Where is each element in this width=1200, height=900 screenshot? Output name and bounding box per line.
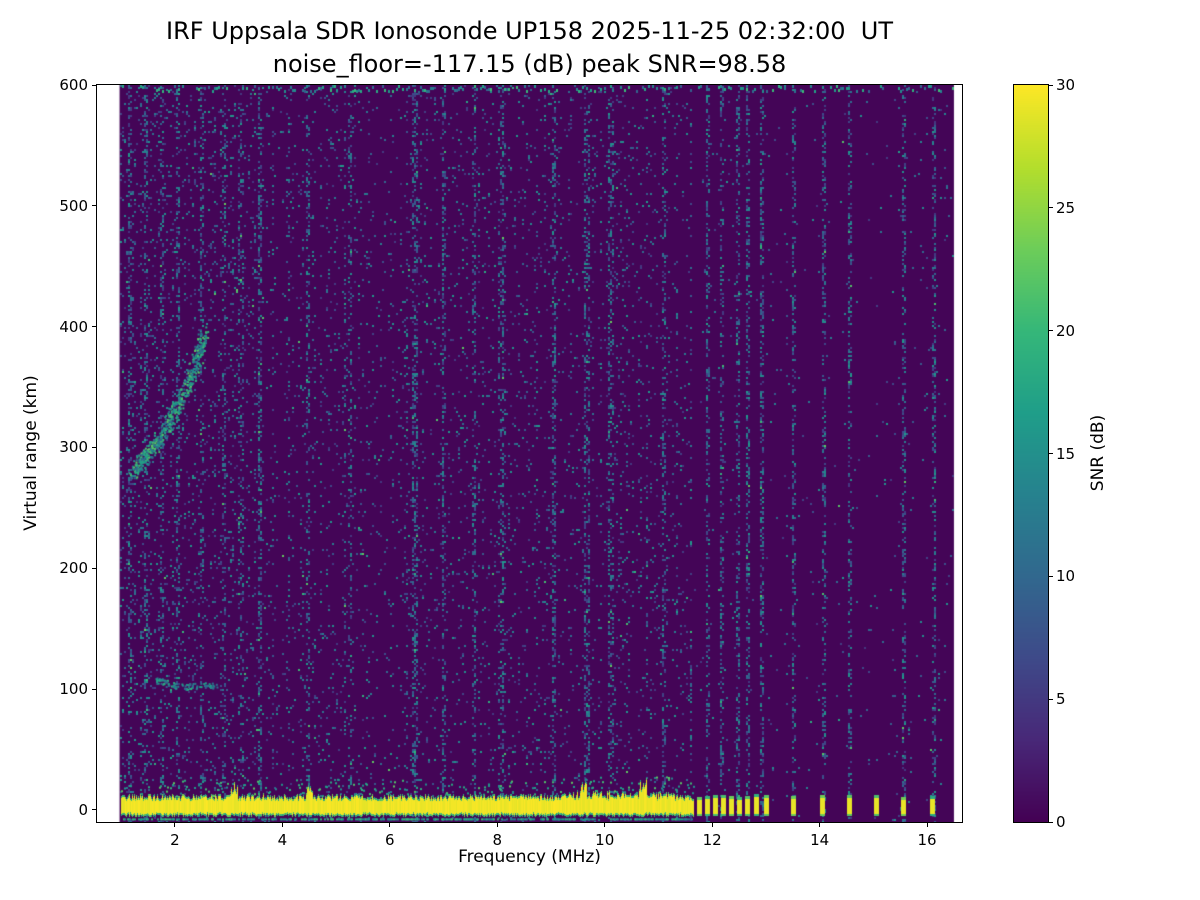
colorbar-tick-label: 30 [1056,76,1076,94]
colorbar-tick-mark [1049,85,1053,86]
y-tick-label: 600 [59,76,88,94]
y-tick-label: 200 [59,559,88,578]
y-tick-mark [92,326,96,327]
y-tick-mark [92,809,96,810]
x-tick-label: 2 [170,831,180,849]
x-tick-mark [819,823,821,827]
x-tick-label: 4 [277,831,288,849]
x-tick-label: 14 [810,831,830,849]
plot-area [96,84,963,823]
colorbar-tick-mark [1049,822,1053,823]
colorbar-gradient [1014,85,1048,822]
colorbar-tick-label: 15 [1056,444,1076,463]
x-axis-label: Frequency (MHz) [458,847,601,867]
x-tick-mark [281,823,283,827]
colorbar-tick-label: 25 [1056,198,1076,217]
colorbar-tick-mark [1049,207,1053,208]
y-tick-mark [92,689,96,690]
colorbar-tick-mark [1049,576,1053,577]
y-tick-label: 300 [59,438,88,457]
chart-title: IRF Uppsala SDR Ionosonde UP158 2025-11-… [166,17,893,45]
y-tick-mark [92,447,96,448]
x-tick-label: 12 [702,831,722,849]
colorbar-tick-mark [1049,699,1053,700]
colorbar-tick-label: 20 [1056,321,1076,340]
x-tick-label: 16 [917,831,937,849]
x-tick-label: 8 [492,831,503,849]
x-tick-label: 6 [385,831,395,849]
chart-subtitle: noise_floor=-117.15 (dB) peak SNR=98.58 [272,50,787,78]
colorbar-label: SNR (dB) [1088,414,1108,492]
x-tick-mark [926,823,928,827]
x-tick-mark [711,823,713,827]
colorbar-tick-mark [1049,330,1053,331]
y-tick-mark [92,205,96,206]
colorbar [1013,84,1049,823]
colorbar-tick-label: 10 [1056,567,1076,586]
y-tick-label: 0 [78,800,88,819]
colorbar-tick-label: 0 [1056,813,1066,831]
ionogram-canvas [97,85,962,822]
x-tick-mark [389,823,391,827]
colorbar-tick-label: 5 [1056,690,1066,709]
y-tick-label: 400 [59,317,88,336]
x-tick-label: 10 [595,831,615,849]
y-tick-mark [92,568,96,569]
x-tick-mark [174,823,176,827]
x-tick-mark [496,823,498,827]
colorbar-tick-mark [1049,453,1053,454]
y-tick-label: 100 [59,680,88,699]
y-tick-mark [92,85,96,86]
y-tick-label: 500 [59,196,88,215]
x-tick-mark [604,823,606,827]
